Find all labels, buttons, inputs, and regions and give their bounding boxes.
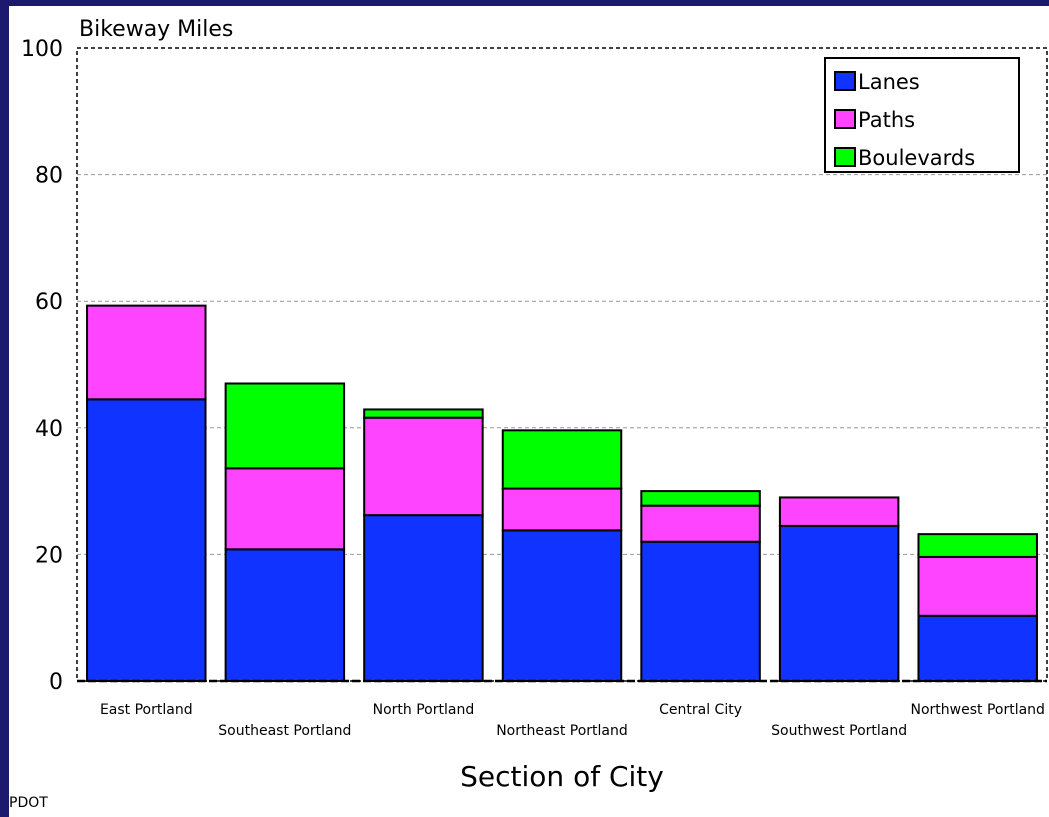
legend-swatch-lanes: [834, 71, 856, 91]
x-category-label-northeast-portland: Northeast Portland: [496, 723, 628, 739]
x-category-label-southwest-portland: Southwest Portland: [771, 723, 907, 739]
y-tick-label: 80: [35, 164, 63, 189]
bar-lanes-northwest-portland: [917, 614, 1038, 683]
y-tick-label: 60: [35, 290, 63, 315]
x-category-label-east-portland: East Portland: [100, 702, 193, 718]
bar-lanes-east-portland: [86, 398, 207, 682]
bar-lanes-northeast-portland: [501, 529, 623, 683]
bikeway-miles-chart: 0 20 40 60 80 100 East Portland Southeast Port…: [9, 17, 1048, 811]
legend-label-lanes: Lanes: [858, 70, 920, 94]
legend-label-paths: Paths: [858, 108, 915, 132]
bar-paths-north-portland: [363, 416, 484, 517]
chart-panel: 0 20 40 60 80 100 East Portland Southeast Port…: [9, 6, 1049, 817]
bars: [86, 304, 1038, 683]
bar-boulevards-north-portland: [363, 408, 484, 419]
bar-paths-southwest-portland: [778, 496, 900, 527]
chart-title: Bikeway Miles: [79, 17, 233, 42]
plot-frame: [76, 47, 1048, 683]
x-category-label-northwest-portland: Northwest Portland: [910, 702, 1044, 718]
legend-box: [824, 57, 1020, 173]
y-tick-label: 100: [21, 37, 63, 62]
bar-lanes-north-portland: [363, 514, 484, 682]
bar-paths-northwest-portland: [917, 555, 1038, 617]
x-category-label-southeast-portland: Southeast Portland: [218, 723, 351, 739]
bar-boulevards-northwest-portland: [917, 533, 1038, 558]
bar-lanes-southwest-portland: [778, 524, 900, 682]
x-axis-categories: East Portland Southeast Portland North Por…: [100, 702, 1045, 739]
bar-paths-central-city: [640, 504, 761, 543]
bar-paths-southeast-portland: [224, 467, 346, 551]
x-category-label-central-city: Central City: [659, 702, 742, 718]
bar-paths-northeast-portland: [501, 487, 623, 532]
y-tick-label: 20: [35, 543, 63, 568]
y-tick-label: 0: [49, 670, 63, 695]
legend-swatch-paths: [834, 109, 856, 129]
y-axis-ticks: 0 20 40 60 80 100: [21, 37, 63, 695]
legend-label-boulevards: Boulevards: [858, 146, 975, 170]
legend-swatch-boulevards: [834, 147, 856, 167]
bar-paths-east-portland: [86, 304, 207, 401]
x-category-label-north-portland: North Portland: [373, 702, 475, 718]
legend: Lanes Paths Boulevards: [824, 57, 1020, 173]
bar-boulevards-southeast-portland: [224, 382, 346, 470]
bar-lanes-southeast-portland: [224, 548, 346, 682]
bar-boulevards-central-city: [640, 490, 761, 507]
bar-boulevards-northeast-portland: [501, 429, 623, 490]
bar-lanes-central-city: [640, 540, 761, 682]
y-tick-label: 40: [35, 417, 63, 442]
x-axis-label: Section of City: [460, 760, 664, 793]
source-note: PDOT: [9, 795, 48, 811]
